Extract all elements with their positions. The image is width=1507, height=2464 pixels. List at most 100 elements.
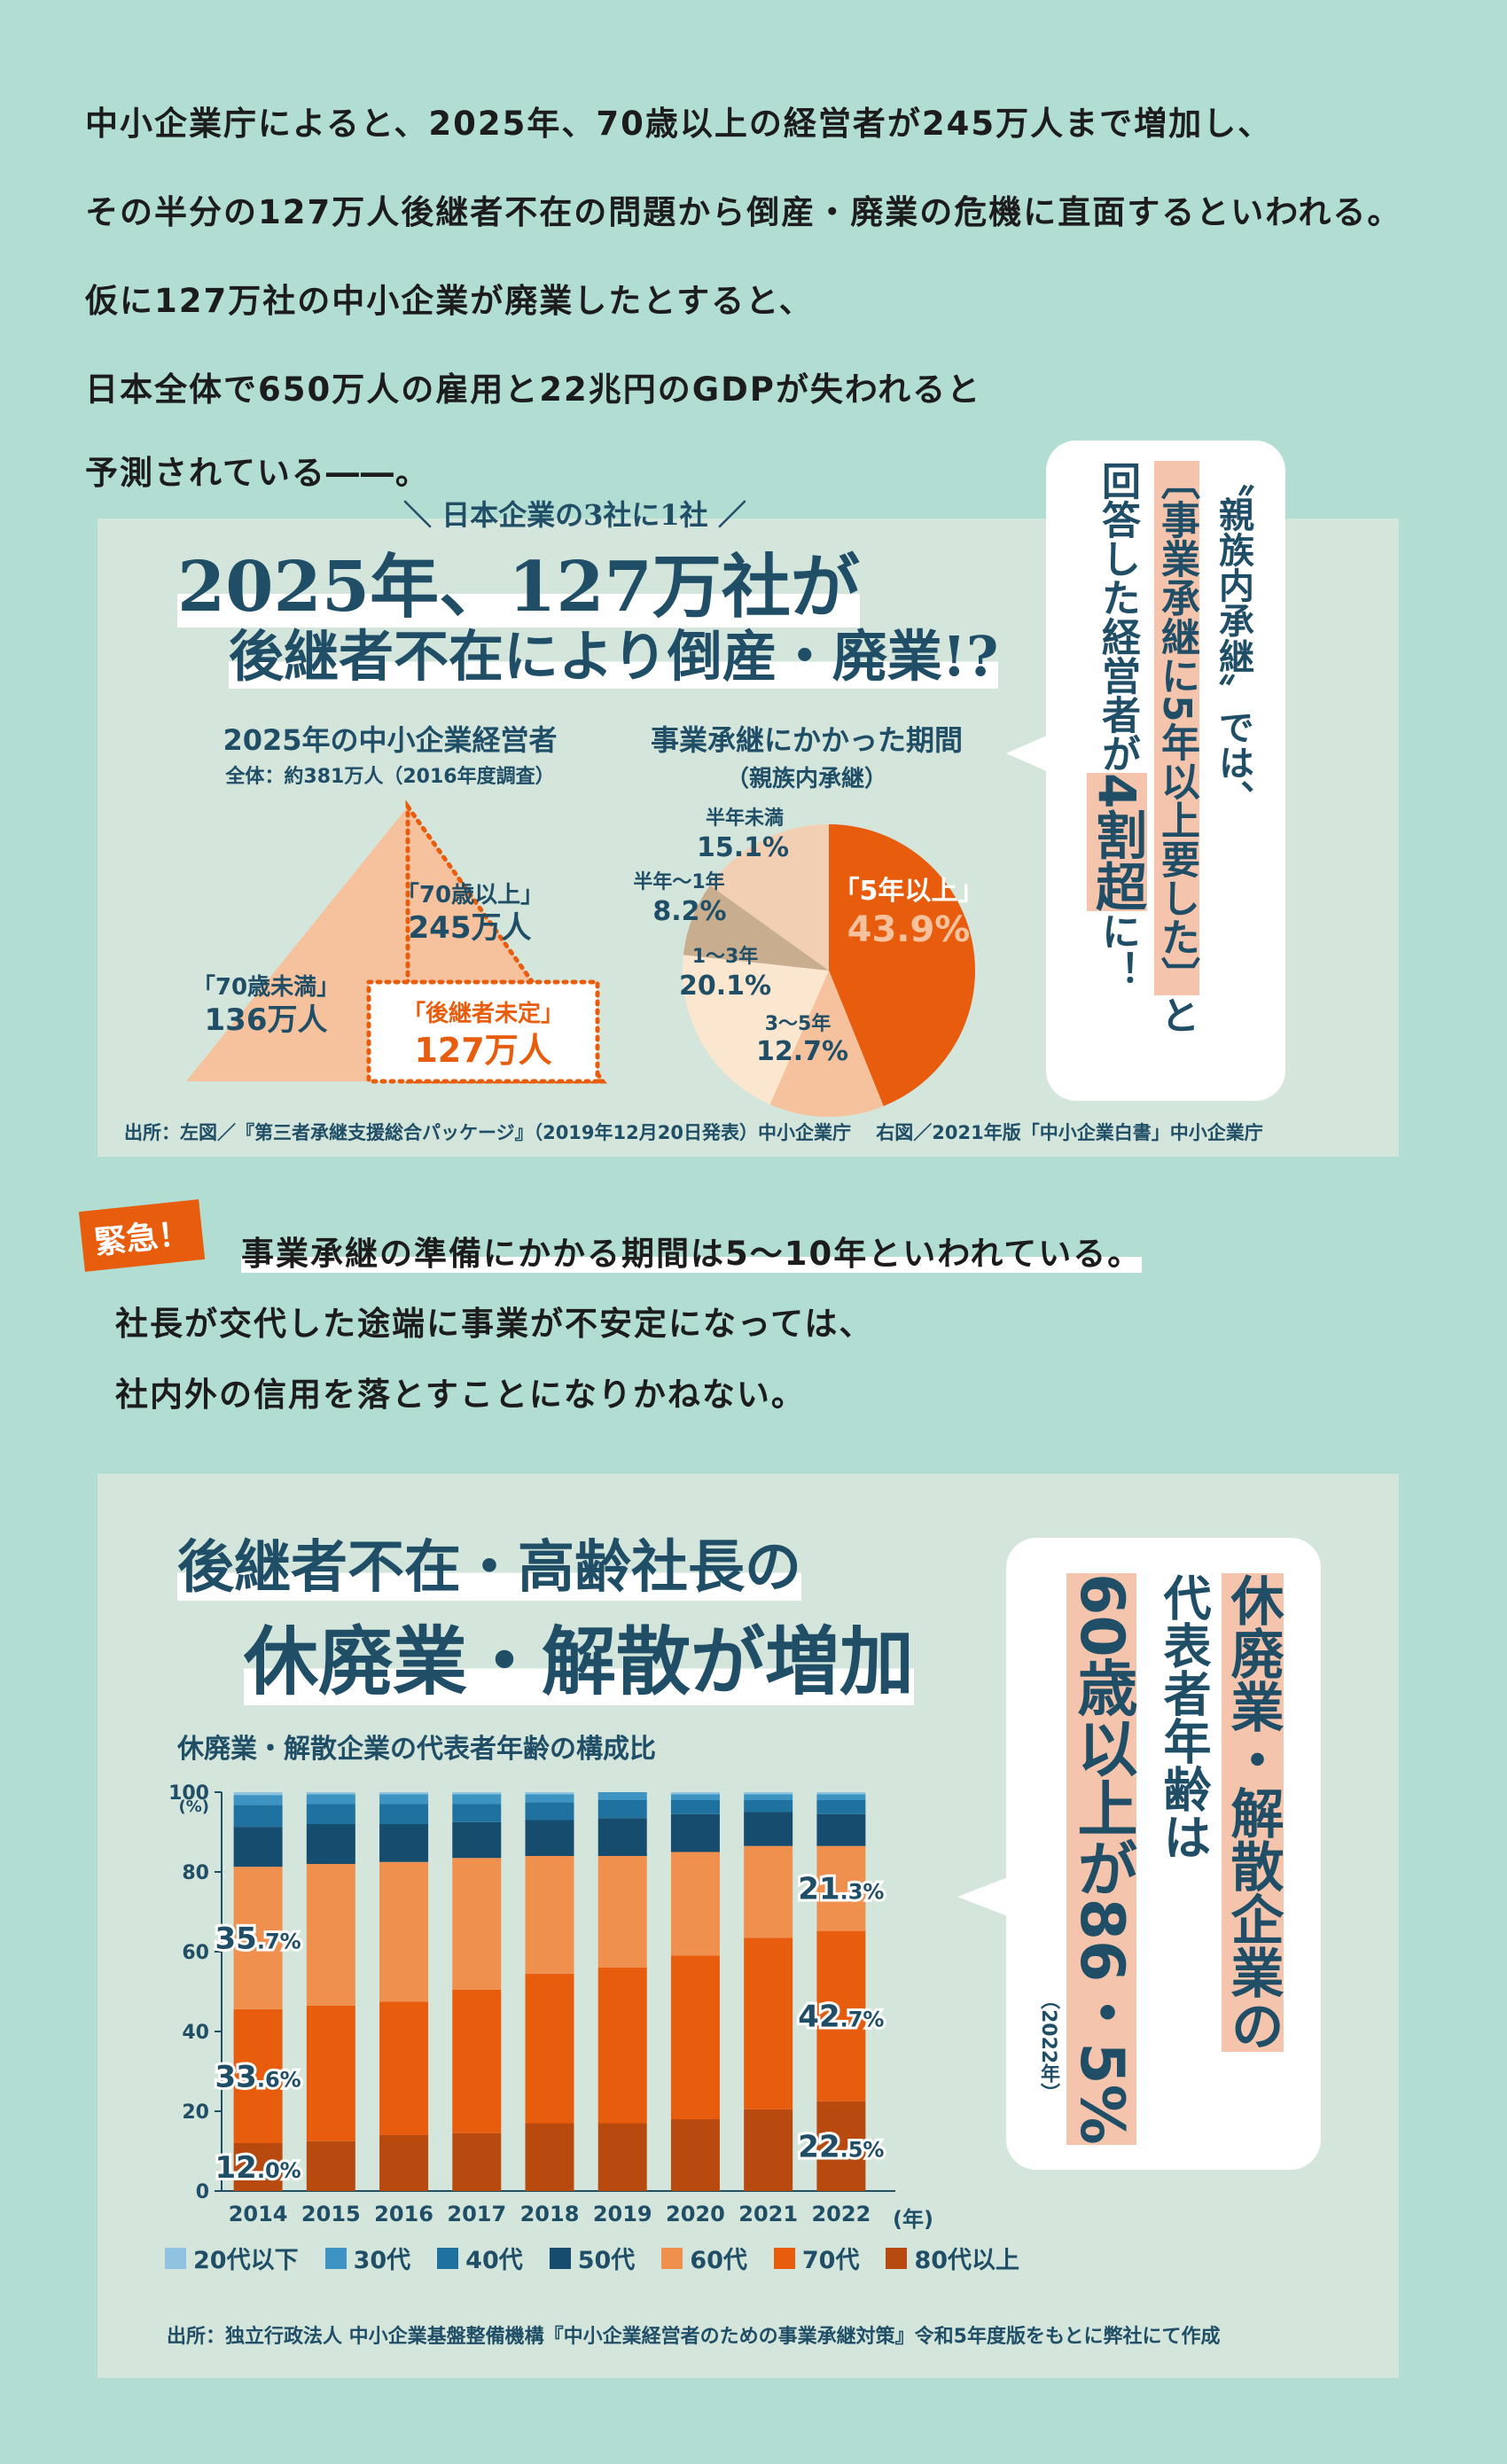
bar-segment-2015-70代 <box>306 2005 355 2141</box>
bar-segment-2021-50代 <box>744 1812 793 1846</box>
pie-value-halfto1: 8.2% <box>652 896 726 927</box>
bar-segment-2021-40代 <box>744 1800 793 1813</box>
x-tick-label: 2022 <box>811 2202 871 2226</box>
legend-swatch <box>773 2247 795 2269</box>
intro-line-2: その半分の127万人後継者不在の問題から倒産・廃業の危機に直面するといわれる。 <box>85 193 1402 231</box>
y-tick-label: 100 <box>168 1782 209 1805</box>
bar-segment-2016-30代 <box>379 1794 429 1805</box>
pie-chart-title: 事業承継にかかった期間 <box>650 723 963 757</box>
pie-label-1to3: 1～3年 <box>692 945 759 968</box>
legend-item-20代以下: 20代以下 <box>165 2241 299 2275</box>
intro-line-3: 仮に127万社の中小企業が廃業したとすると、 <box>85 282 814 320</box>
bar-segment-2020-40代 <box>670 1800 720 1814</box>
legend-item-70代: 70代 <box>773 2241 860 2275</box>
panel2-source: 出所：独立行政法人 中小企業基盤整備機構『中小企業経営者のための事業承継対策』令… <box>167 2326 1221 2348</box>
value-undecided: 127万人 <box>414 1031 551 1070</box>
legend-label: 40代 <box>465 2247 523 2274</box>
bar-segment-2015-40代 <box>306 1804 355 1824</box>
x-tick-label: 2020 <box>666 2202 725 2226</box>
x-tick-label: 2019 <box>593 2202 652 2226</box>
x-tick-label: 2017 <box>447 2202 506 2226</box>
bar-segment-2020-20代以下 <box>670 1792 720 1795</box>
value-under70: 136万人 <box>205 1002 328 1038</box>
bar-segment-2018-70代 <box>525 1973 574 2124</box>
bar-segment-2016-60代 <box>379 1861 429 2002</box>
bar-segment-2020-50代 <box>670 1813 720 1852</box>
bar-segment-2020-30代 <box>670 1794 720 1800</box>
bar-segment-2015-50代 <box>306 1824 355 1864</box>
panel2-title-2-text: 休廃業・解散が増加 <box>244 1618 915 1705</box>
x-tick-label: 2016 <box>374 2202 433 2226</box>
bar-segment-2014-60代 <box>233 1867 283 2009</box>
legend-label: 60代 <box>690 2247 747 2274</box>
callout1-col1: 〝親族内承継〟では、 <box>1213 461 1253 815</box>
callout-pointer-2 <box>957 1875 1012 1918</box>
y-tick-label: 0 <box>196 2181 209 2203</box>
triangle-chart-title: 2025年の中小企業経営者 <box>223 723 558 757</box>
legend-item-80代以上: 80代以上 <box>886 2241 1019 2275</box>
callout-pointer-1 <box>1006 734 1050 773</box>
bar-segment-2016-40代 <box>379 1804 429 1824</box>
bar-segment-2021-30代 <box>744 1794 793 1800</box>
bar-segment-2018-80代以上 <box>525 2123 574 2191</box>
legend-swatch <box>886 2247 908 2269</box>
succession-period-pie-chart: 「5年以上」 43.9% 3～5年 12.7% 1～3年 20.1% 半年～1年… <box>633 807 984 1117</box>
callout2-year: （2022年） <box>1037 1990 1059 2103</box>
bar-segment-2022-30代 <box>816 1794 866 1800</box>
data-label-2014-70代: 33.6% <box>215 2059 301 2094</box>
panel1-title-1: 2025年、127万社が <box>177 532 860 631</box>
callout1-col3-tail: に！ <box>1095 911 1140 990</box>
legend-item-60代: 60代 <box>661 2241 747 2275</box>
intro-line-1: 中小企業庁によると、2025年、70歳以上の経営者が245万人まで増加し、 <box>85 105 1273 143</box>
callout2-col1: 休廃業・解散企業の <box>1214 1573 1292 2052</box>
bar-segment-2017-70代 <box>452 1989 502 2133</box>
bar-segment-2015-80代以上 <box>306 2140 355 2191</box>
pie-slice-3 <box>683 885 829 971</box>
bar-segment-2022-40代 <box>816 1800 866 1814</box>
pie-value-1to3: 20.1% <box>679 971 771 1002</box>
bar-segment-2022-60代 <box>816 1845 866 1931</box>
panel1-source: 出所：左図／『第三者承継支援総合パッケージ』（2019年12月20日発表）中小企… <box>124 1122 1263 1143</box>
bar-segment-2019-40代 <box>597 1800 647 1819</box>
panel2-title-1-text: 後継者不在・高齢社長の <box>177 1534 801 1601</box>
bar-segment-2019-80代以上 <box>597 2123 647 2191</box>
intro-text: 中小企業庁によると、2025年、70歳以上の経営者が245万人まで増加し、 その… <box>85 99 1468 537</box>
panel1-title-2: 後継者不在により倒産・廃業!? <box>229 612 999 691</box>
label-under70: 「70歳未満」 <box>192 973 340 1001</box>
bar-segment-2015-30代 <box>306 1794 355 1805</box>
bar-segment-2022-80代以上 <box>816 2101 866 2191</box>
legend-label: 50代 <box>577 2247 636 2274</box>
bar-segment-2017-20代以下 <box>452 1792 502 1795</box>
bar-segment-2017-50代 <box>452 1821 502 1859</box>
bar-segment-2017-60代 <box>452 1858 502 1990</box>
bar-segment-2018-50代 <box>525 1820 574 1856</box>
x-tick-label: 2014 <box>229 2202 288 2226</box>
pie-value-3to5: 12.7% <box>756 1036 848 1067</box>
y-tick-label: 60 <box>182 1942 209 1964</box>
bar-segment-2020-80代以上 <box>670 2119 720 2191</box>
legend-swatch <box>437 2247 459 2269</box>
callout1-col2: 〔事業承継に5年以上要した〕と <box>1148 461 1205 1034</box>
label-70plus: 「70歳以上」 <box>396 881 543 908</box>
panel1-kicker: ＼ 日本企業の3社に1社 ／ <box>403 498 746 532</box>
bar-segment-2021-60代 <box>744 1845 793 1938</box>
legend-label: 70代 <box>801 2247 860 2274</box>
bar-segment-2019-50代 <box>597 1818 647 1856</box>
urgent-line-1-text: 事業承継の準備にかかる期間は5～10年といわれている。 <box>241 1235 1143 1273</box>
bar-segment-2017-80代以上 <box>452 2133 502 2191</box>
callout2-col3-text: 60歳以上が86・5% <box>1066 1573 1136 2145</box>
data-label-2022-70代: 42.7% <box>798 2000 884 2035</box>
urgent-line-2: 社長が交代した途端に事業が不安定になっては、 <box>115 1305 874 1343</box>
legend-item-30代: 30代 <box>324 2241 410 2275</box>
bar-segment-2015-60代 <box>306 1864 355 2006</box>
panel1-title-2-text: 後継者不在により倒産・廃業!? <box>229 624 999 689</box>
callout1-col2-highlight: 〔事業承継に5年以上要した〕 <box>1154 461 1199 995</box>
x-axis-unit: (年) <box>893 2207 933 2232</box>
legend-label: 20代以下 <box>193 2247 299 2274</box>
legend-swatch <box>324 2247 347 2269</box>
callout1-col3: 回答した経営者が4割超に！ <box>1080 461 1154 989</box>
bar-segment-2017-40代 <box>452 1804 502 1822</box>
bar-segment-2020-70代 <box>670 1955 720 2119</box>
callout1-col2-tail: と <box>1154 994 1199 1034</box>
panel2-title-1: 後継者不在・高齢社長の <box>177 1522 801 1603</box>
